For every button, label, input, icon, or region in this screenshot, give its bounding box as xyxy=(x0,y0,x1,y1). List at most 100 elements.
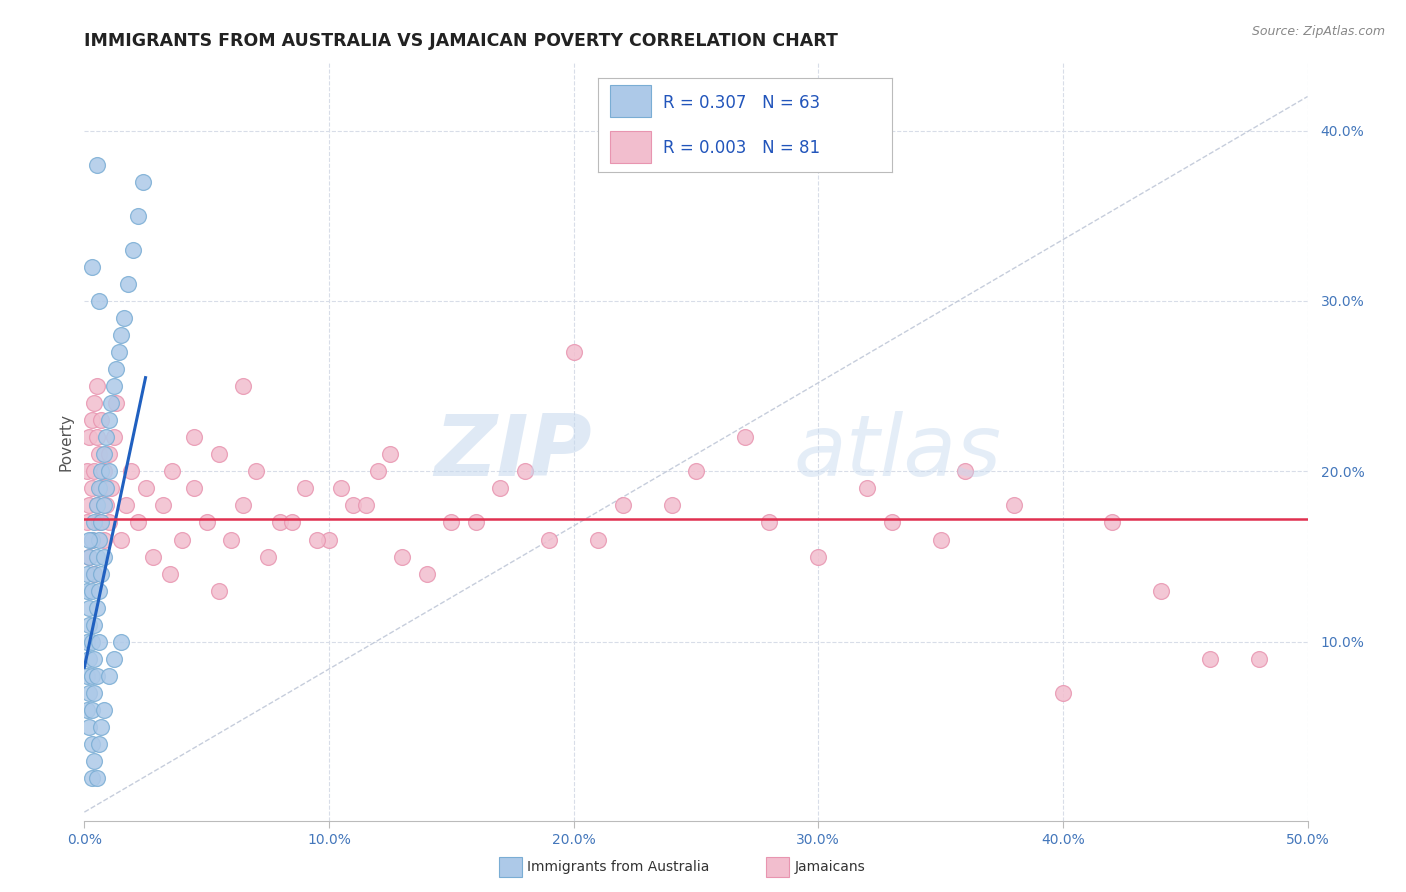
Point xyxy=(77,533,100,547)
Point xyxy=(103,379,125,393)
Point xyxy=(232,499,254,513)
Point xyxy=(90,482,112,496)
Point xyxy=(77,499,100,513)
Point xyxy=(1002,499,1025,513)
Point xyxy=(80,260,103,274)
Point xyxy=(93,533,115,547)
Point xyxy=(90,413,112,427)
Point xyxy=(86,771,108,785)
Point xyxy=(83,566,105,581)
Point xyxy=(208,447,231,461)
Point xyxy=(83,617,105,632)
Point xyxy=(105,396,128,410)
Point xyxy=(489,482,512,496)
Point xyxy=(77,600,100,615)
Point xyxy=(93,703,115,717)
Point xyxy=(953,464,976,478)
Point xyxy=(391,549,413,564)
Point xyxy=(76,516,98,530)
Point xyxy=(612,499,634,513)
Point xyxy=(103,652,125,666)
Point xyxy=(159,566,181,581)
Text: Source: ZipAtlas.com: Source: ZipAtlas.com xyxy=(1251,25,1385,38)
Point xyxy=(105,362,128,376)
Point xyxy=(83,464,105,478)
Point xyxy=(281,516,304,530)
Point xyxy=(87,737,110,751)
Point xyxy=(294,482,316,496)
Point xyxy=(77,720,100,734)
Point xyxy=(97,516,120,530)
Point xyxy=(330,482,353,496)
Point xyxy=(232,379,254,393)
Point xyxy=(77,549,100,564)
Text: atlas: atlas xyxy=(794,411,1002,494)
Point xyxy=(86,549,108,564)
Point xyxy=(100,396,122,410)
Point xyxy=(76,669,98,683)
Point xyxy=(880,516,903,530)
Point xyxy=(90,516,112,530)
Point xyxy=(586,533,609,547)
Point xyxy=(162,464,184,478)
Point xyxy=(87,482,110,496)
Point xyxy=(83,754,105,768)
Point xyxy=(135,482,157,496)
Point xyxy=(77,686,100,700)
Point xyxy=(80,533,103,547)
Point xyxy=(929,533,952,547)
Point xyxy=(342,499,364,513)
Point xyxy=(127,516,149,530)
Point xyxy=(97,413,120,427)
Point xyxy=(97,464,120,478)
Point xyxy=(183,482,205,496)
Point xyxy=(142,549,165,564)
Point xyxy=(110,328,132,343)
Point xyxy=(110,533,132,547)
Point xyxy=(80,703,103,717)
Point xyxy=(219,533,242,547)
Point xyxy=(183,430,205,444)
Point xyxy=(96,499,118,513)
Point xyxy=(87,634,110,648)
Point xyxy=(80,413,103,427)
Point xyxy=(734,430,756,444)
Point xyxy=(257,549,280,564)
Point xyxy=(562,345,585,359)
Text: IMMIGRANTS FROM AUSTRALIA VS JAMAICAN POVERTY CORRELATION CHART: IMMIGRANTS FROM AUSTRALIA VS JAMAICAN PO… xyxy=(84,32,838,50)
Point xyxy=(80,771,103,785)
Point xyxy=(132,175,155,189)
Point xyxy=(83,396,105,410)
Point xyxy=(110,634,132,648)
Point xyxy=(76,583,98,598)
Point xyxy=(87,583,110,598)
Point xyxy=(77,652,100,666)
Point xyxy=(86,499,108,513)
Point xyxy=(86,600,108,615)
Point xyxy=(77,430,100,444)
Point xyxy=(1101,516,1123,530)
Point xyxy=(117,277,139,291)
Point xyxy=(96,430,118,444)
Point xyxy=(661,499,683,513)
Point xyxy=(538,533,561,547)
Point xyxy=(83,686,105,700)
Point xyxy=(269,516,291,530)
Point xyxy=(76,464,98,478)
Point xyxy=(83,652,105,666)
Point xyxy=(112,311,135,326)
Point xyxy=(107,345,129,359)
Point xyxy=(96,482,118,496)
Point xyxy=(76,703,98,717)
Point xyxy=(685,464,707,478)
Point xyxy=(172,533,194,547)
Point xyxy=(83,516,105,530)
Point xyxy=(122,243,145,257)
Point xyxy=(90,720,112,734)
Point xyxy=(93,499,115,513)
Point xyxy=(1247,652,1270,666)
Point xyxy=(97,447,120,461)
Point xyxy=(90,566,112,581)
Point xyxy=(115,499,138,513)
Point xyxy=(86,430,108,444)
